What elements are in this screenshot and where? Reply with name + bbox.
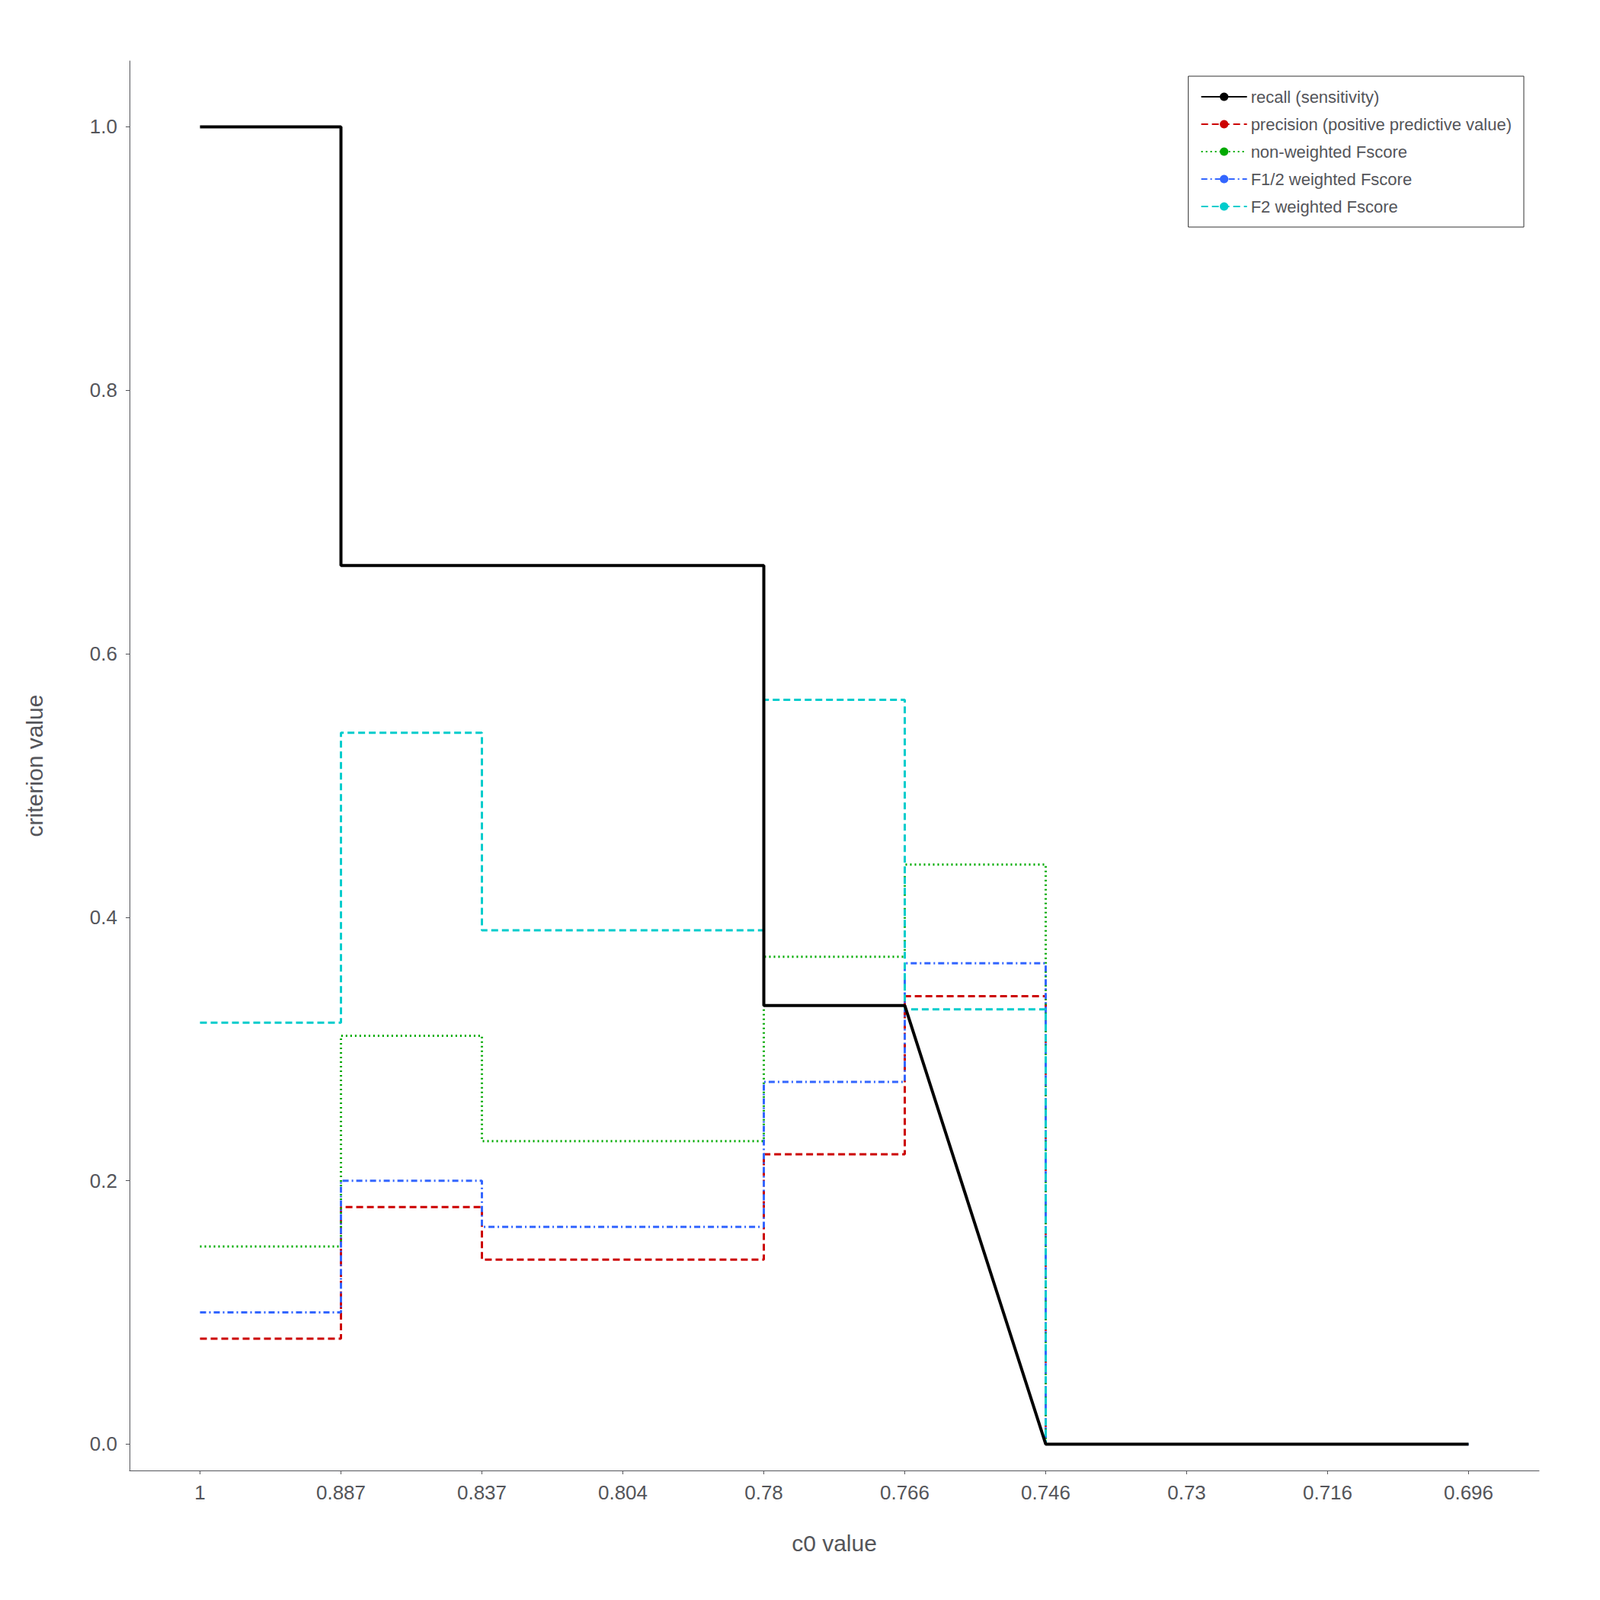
svg-text:0.837: 0.837 <box>457 1481 507 1504</box>
svg-text:precision (positive predictive: precision (positive predictive value) <box>1251 115 1512 135</box>
svg-text:1: 1 <box>194 1481 205 1504</box>
svg-text:0.6: 0.6 <box>89 642 118 666</box>
svg-text:1.0: 1.0 <box>89 115 118 138</box>
svg-text:recall (sensitivity): recall (sensitivity) <box>1251 87 1380 107</box>
svg-text:0.4: 0.4 <box>89 905 118 929</box>
svg-text:0.746: 0.746 <box>1020 1481 1071 1504</box>
svg-text:criterion value: criterion value <box>22 694 48 838</box>
svg-text:0.696: 0.696 <box>1443 1481 1494 1504</box>
svg-text:F2 weighted Fscore: F2 weighted Fscore <box>1251 197 1399 217</box>
svg-text:c0 value: c0 value <box>791 1530 877 1556</box>
svg-text:0.78: 0.78 <box>744 1481 784 1504</box>
svg-text:0.804: 0.804 <box>598 1481 648 1504</box>
svg-text:non-weighted Fscore: non-weighted Fscore <box>1251 142 1408 162</box>
svg-text:0.887: 0.887 <box>316 1481 366 1504</box>
svg-text:0.73: 0.73 <box>1167 1481 1207 1504</box>
svg-text:0.766: 0.766 <box>880 1481 930 1504</box>
svg-text:0.716: 0.716 <box>1302 1481 1353 1504</box>
svg-text:F1/2 weighted Fscore: F1/2 weighted Fscore <box>1251 169 1413 189</box>
svg-text:0.8: 0.8 <box>89 378 118 402</box>
svg-text:0.0: 0.0 <box>89 1432 118 1456</box>
svg-text:0.2: 0.2 <box>89 1169 118 1193</box>
